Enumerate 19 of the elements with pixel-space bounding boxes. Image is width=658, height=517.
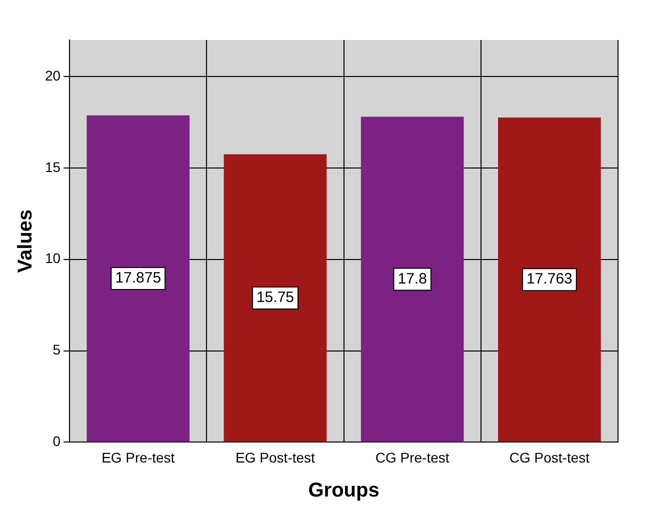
x-tick-label: EG Pre-test (102, 449, 175, 466)
bar (224, 154, 327, 442)
bar (360, 116, 464, 442)
x-axis-title: Groups (308, 480, 380, 502)
data-label: 17.875 (115, 270, 162, 287)
y-tick-label: 20 (44, 67, 61, 84)
x-tick-label: CG Pre-test (375, 449, 450, 466)
bar (86, 115, 190, 442)
y-tick-label: 5 (52, 342, 61, 358)
y-tick-label: 0 (52, 433, 61, 450)
data-label: 17.763 (526, 270, 572, 288)
y-tick-label: 10 (44, 250, 61, 266)
bar (498, 117, 601, 442)
data-label: 15.75 (256, 289, 294, 306)
y-axis-title: Values (14, 209, 37, 273)
data-label: 17.8 (398, 270, 427, 288)
x-tick-label: CG Post-test (509, 449, 590, 466)
y-tick-label: 15 (44, 158, 61, 175)
x-tick-label: EG Post-test (236, 449, 316, 466)
